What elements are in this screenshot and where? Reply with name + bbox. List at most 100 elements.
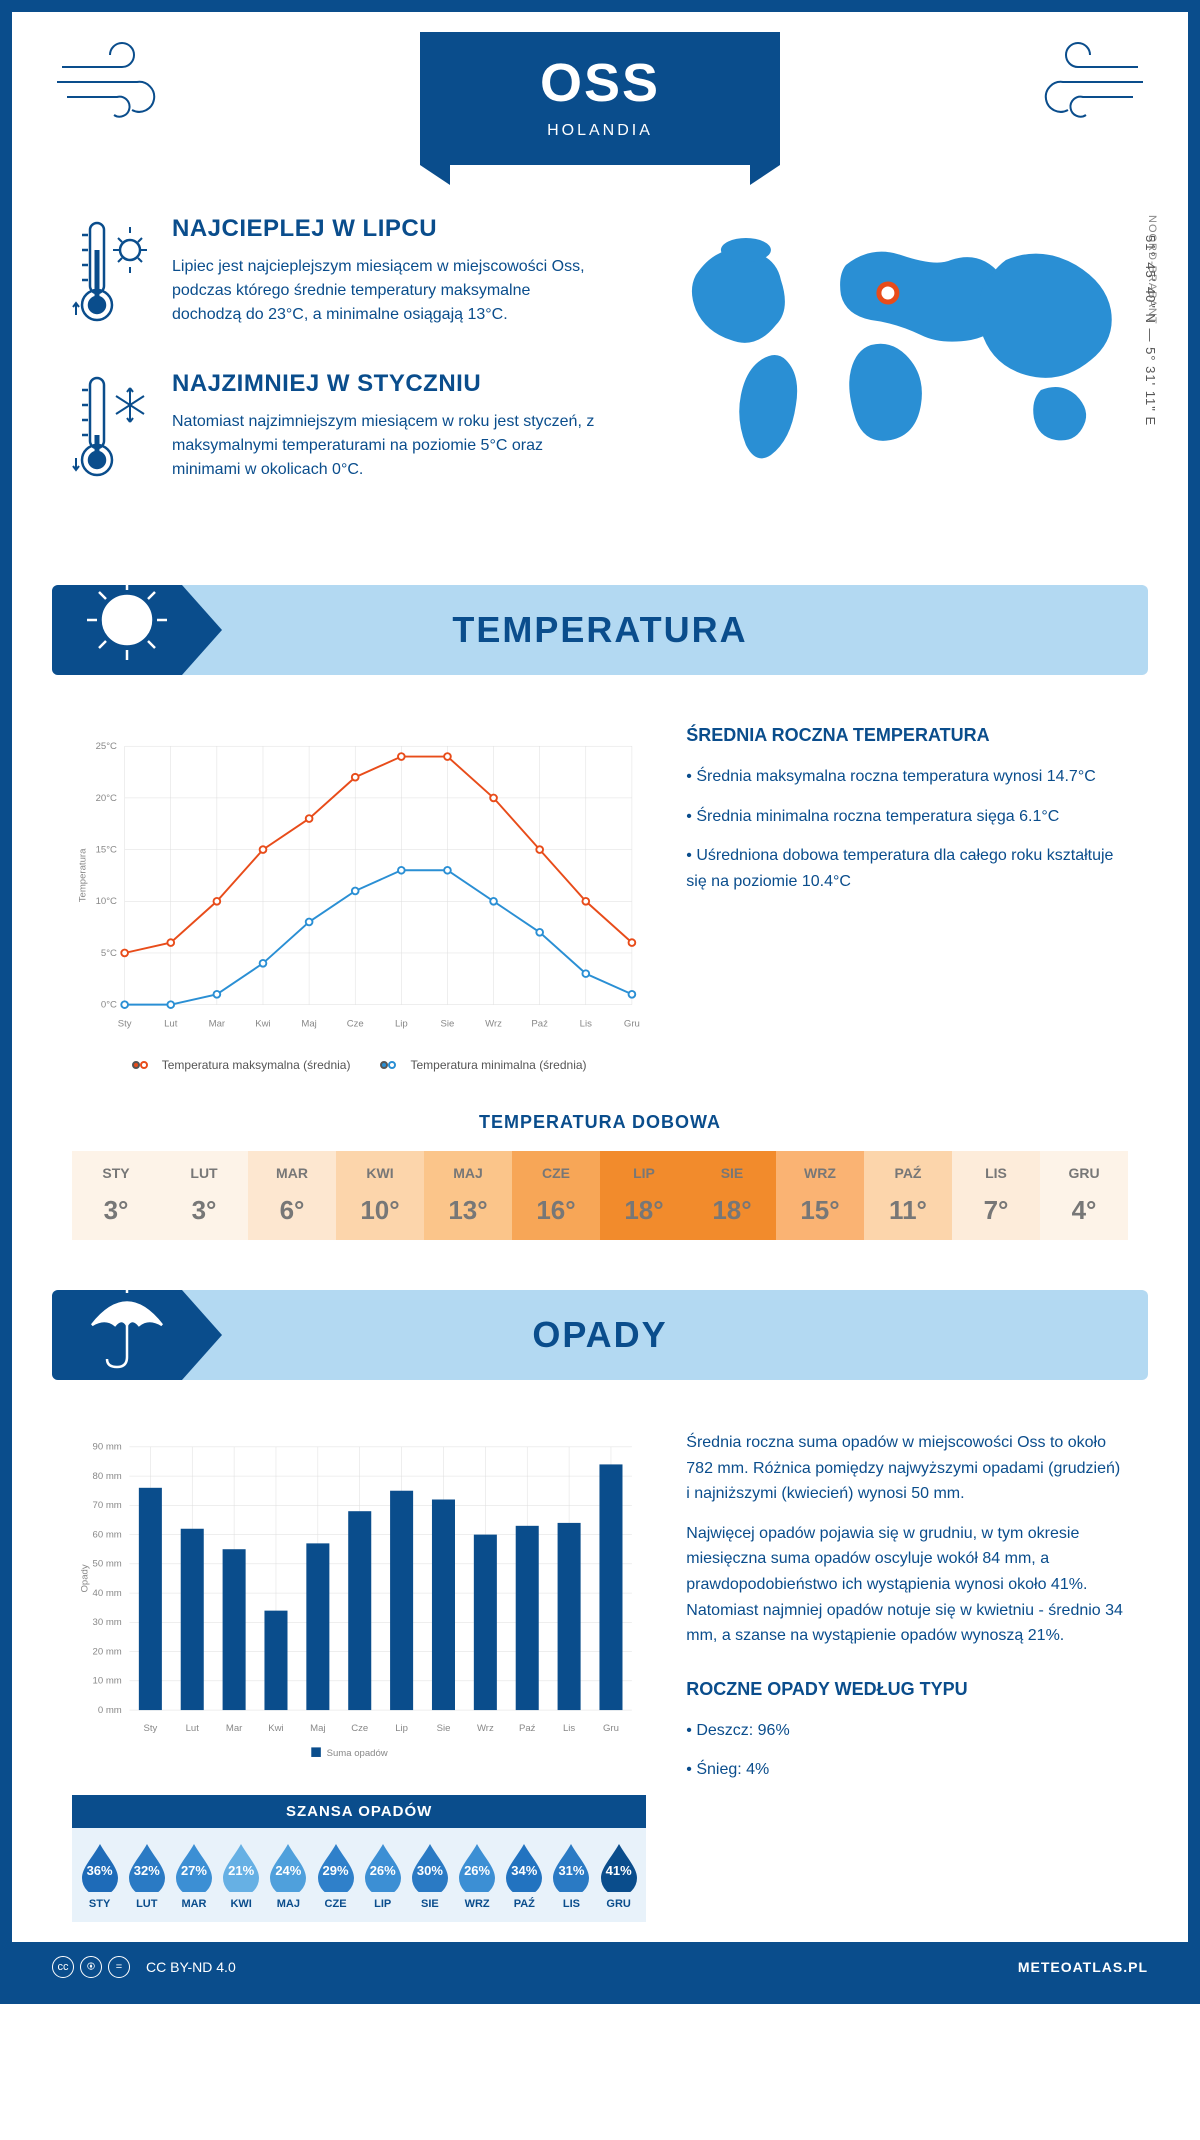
- daily-temp-value: 16°: [516, 1195, 596, 1226]
- chance-value: 32%: [134, 1863, 160, 1878]
- svg-text:Paź: Paź: [519, 1723, 536, 1734]
- daily-temp-grid: STY3°LUT3°MAR6°KWI10°MAJ13°CZE16°LIP18°S…: [72, 1151, 1128, 1240]
- precip-summary-p1: Średnia roczna suma opadów w miejscowośc…: [686, 1430, 1128, 1507]
- sun-icon: [77, 570, 177, 670]
- chance-title: SZANSA OPADÓW: [72, 1795, 646, 1828]
- svg-text:70 mm: 70 mm: [93, 1500, 122, 1511]
- legend-max: Temperatura maksymalna (średnia): [132, 1058, 351, 1072]
- daily-temp-value: 3°: [76, 1195, 156, 1226]
- chance-cell: 36%STY: [76, 1840, 123, 1910]
- svg-text:0 mm: 0 mm: [98, 1705, 122, 1716]
- footer: cc 🅯 = CC BY-ND 4.0 METEOATLAS.PL: [12, 1942, 1188, 1992]
- daily-temp-value: 10°: [340, 1195, 420, 1226]
- daily-temp-value: 4°: [1044, 1195, 1124, 1226]
- svg-text:Kwi: Kwi: [268, 1723, 283, 1734]
- temperature-chart-column: 0°C5°C10°C15°C20°C25°CStyLutMarKwiMajCze…: [72, 725, 646, 1072]
- svg-text:Gru: Gru: [603, 1723, 619, 1734]
- legend-max-label: Temperatura maksymalna (średnia): [162, 1058, 351, 1072]
- intro-text-column: NAJCIEPLEJ W LIPCU Lipiec jest najcieple…: [72, 215, 604, 525]
- daily-month-label: MAR: [252, 1165, 332, 1181]
- temp-summary-title: ŚREDNIA ROCZNA TEMPERATURA: [686, 725, 1128, 746]
- daily-temp-cell: CZE16°: [512, 1151, 600, 1240]
- daily-month-label: MAJ: [428, 1165, 508, 1181]
- daily-temp-cell: WRZ15°: [776, 1151, 864, 1240]
- temperature-row: 0°C5°C10°C15°C20°C25°CStyLutMarKwiMajCze…: [12, 695, 1188, 1102]
- nd-icon: =: [108, 1956, 130, 1978]
- chance-value: 27%: [181, 1863, 207, 1878]
- daily-temp-cell: LIS 7°: [952, 1151, 1040, 1240]
- daily-temp-cell: MAJ13°: [424, 1151, 512, 1240]
- daily-temperature-section: TEMPERATURA DOBOWA STY3°LUT3°MAR6°KWI10°…: [12, 1102, 1188, 1270]
- daily-month-label: LIS: [956, 1165, 1036, 1181]
- svg-text:Maj: Maj: [301, 1019, 316, 1030]
- svg-text:Temperatura: Temperatura: [77, 848, 88, 902]
- by-icon: 🅯: [80, 1956, 102, 1978]
- precipitation-row: 0 mm10 mm20 mm30 mm40 mm50 mm60 mm70 mm8…: [12, 1400, 1188, 1942]
- chance-cell: 27% MAR: [170, 1840, 217, 1910]
- svg-text:Sie: Sie: [437, 1723, 451, 1734]
- svg-text:Gru: Gru: [624, 1019, 640, 1030]
- chance-month: MAR: [170, 1898, 217, 1910]
- chance-grid: 36%STY32%LUT27%MAR21%KWI24%MAJ29%CZE26%L…: [72, 1828, 646, 1922]
- svg-text:Mar: Mar: [226, 1723, 243, 1734]
- daily-temp-value: 7°: [956, 1195, 1036, 1226]
- svg-text:15°C: 15°C: [96, 844, 117, 855]
- site-name: METEOATLAS.PL: [1018, 1959, 1148, 1975]
- chance-cell: 30%SIE: [406, 1840, 453, 1910]
- svg-text:Sty: Sty: [143, 1723, 157, 1734]
- temp-summary-bullet: • Średnia minimalna roczna temperatura s…: [686, 804, 1128, 830]
- chance-value: 41%: [606, 1863, 632, 1878]
- daily-temp-cell: MAR6°: [248, 1151, 336, 1240]
- svg-text:Kwi: Kwi: [255, 1019, 270, 1030]
- chance-month: LUT: [123, 1898, 170, 1910]
- svg-text:25°C: 25°C: [96, 741, 117, 752]
- chance-month: SIE: [406, 1898, 453, 1910]
- svg-text:Wrz: Wrz: [477, 1723, 494, 1734]
- svg-text:Suma opadów: Suma opadów: [327, 1748, 388, 1759]
- svg-text:Wrz: Wrz: [485, 1019, 502, 1030]
- header: OSS HOLANDIA: [12, 12, 1188, 165]
- precip-by-type-title: ROCZNE OPADY WEDŁUG TYPU: [686, 1679, 1128, 1700]
- chance-value: 26%: [464, 1863, 490, 1878]
- chance-cell: 41%GRU: [595, 1840, 642, 1910]
- svg-text:20 mm: 20 mm: [93, 1646, 122, 1657]
- daily-temp-value: 11°: [868, 1195, 948, 1226]
- country-name: HOLANDIA: [540, 122, 660, 140]
- svg-text:Cze: Cze: [347, 1019, 364, 1030]
- temp-summary-bullet: • Średnia maksymalna roczna temperatura …: [686, 764, 1128, 790]
- chance-section: SZANSA OPADÓW 36%STY32%LUT27%MAR21%KWI24…: [72, 1795, 646, 1922]
- daily-temp-cell: KWI10°: [336, 1151, 424, 1240]
- precip-type-bullet: • Śnieg: 4%: [686, 1757, 1128, 1783]
- precipitation-banner: OPADY: [52, 1290, 1148, 1380]
- temperature-summary-column: ŚREDNIA ROCZNA TEMPERATURA • Średnia mak…: [686, 725, 1128, 1072]
- daily-temp-cell: SIE18°: [688, 1151, 776, 1240]
- svg-text:Lip: Lip: [395, 1723, 408, 1734]
- warmest-title: NAJCIEPLEJ W LIPCU: [172, 215, 604, 243]
- svg-text:Mar: Mar: [209, 1019, 226, 1030]
- chance-month: MAJ: [265, 1898, 312, 1910]
- chance-month: LIP: [359, 1898, 406, 1910]
- chance-value: 29%: [323, 1863, 349, 1878]
- coldest-text: Natomiast najzimniejszym miesiącem w rok…: [172, 410, 604, 482]
- daily-temp-value: 18°: [604, 1195, 684, 1226]
- daily-temp-cell: LUT 3°: [160, 1151, 248, 1240]
- chance-cell: 21%KWI: [218, 1840, 265, 1910]
- chance-month: PAŹ: [501, 1898, 548, 1910]
- world-map: [644, 215, 1128, 475]
- svg-text:10°C: 10°C: [96, 896, 117, 907]
- temp-summary-bullet: • Uśredniona dobowa temperatura dla całe…: [686, 843, 1128, 894]
- chance-cell: 29%CZE: [312, 1840, 359, 1910]
- svg-text:Sty: Sty: [118, 1019, 132, 1030]
- chance-value: 34%: [511, 1863, 537, 1878]
- chance-value: 36%: [87, 1863, 113, 1878]
- svg-text:Lis: Lis: [563, 1723, 575, 1734]
- svg-text:60 mm: 60 mm: [93, 1529, 122, 1540]
- daily-temp-value: 3°: [164, 1195, 244, 1226]
- daily-month-label: SIE: [692, 1165, 772, 1181]
- daily-month-label: LUT: [164, 1165, 244, 1181]
- precipitation-section-title: OPADY: [182, 1314, 1148, 1356]
- svg-text:Lis: Lis: [580, 1019, 592, 1030]
- umbrella-icon: [77, 1275, 177, 1375]
- precipitation-bar-chart: 0 mm10 mm20 mm30 mm40 mm50 mm60 mm70 mm8…: [72, 1430, 646, 1770]
- chance-cell: 31%LIS: [548, 1840, 595, 1910]
